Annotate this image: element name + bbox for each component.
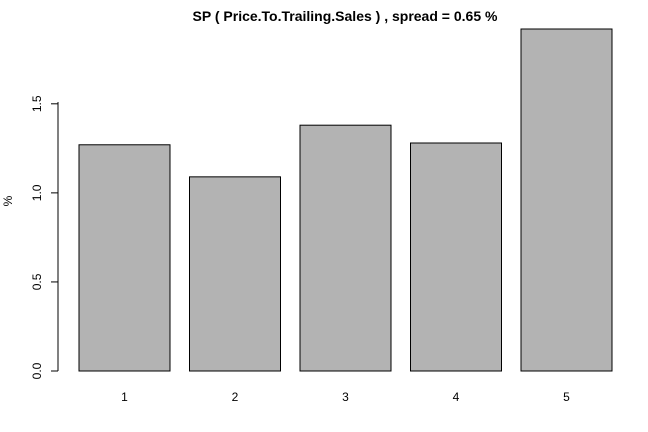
x-tick-label-1: 1 [121, 390, 128, 404]
bar-2 [189, 176, 281, 372]
x-tick-label-4: 4 [453, 390, 460, 404]
y-axis-label: % [1, 195, 15, 206]
y-tick-label: 0.5 [30, 273, 44, 290]
y-tick-label: 0.0 [30, 362, 44, 379]
bar-1 [78, 144, 171, 372]
chart-title: SP ( Price.To.Trailing.Sales ) , spread … [193, 8, 498, 24]
y-tick-label: 1.5 [30, 95, 44, 112]
y-tick-label: 1.0 [30, 184, 44, 201]
bar-3 [299, 124, 392, 372]
bars-group [78, 28, 613, 372]
x-tick-label-3: 3 [342, 390, 349, 404]
x-labels-group: 1 2 3 4 5 [121, 390, 570, 404]
x-tick-label-2: 2 [232, 390, 239, 404]
bar-5 [520, 28, 613, 372]
bar-4 [410, 142, 502, 372]
x-tick-label-5: 5 [563, 390, 570, 404]
y-ticks-group: 0.0 0.5 1.0 1.5 [30, 95, 58, 379]
